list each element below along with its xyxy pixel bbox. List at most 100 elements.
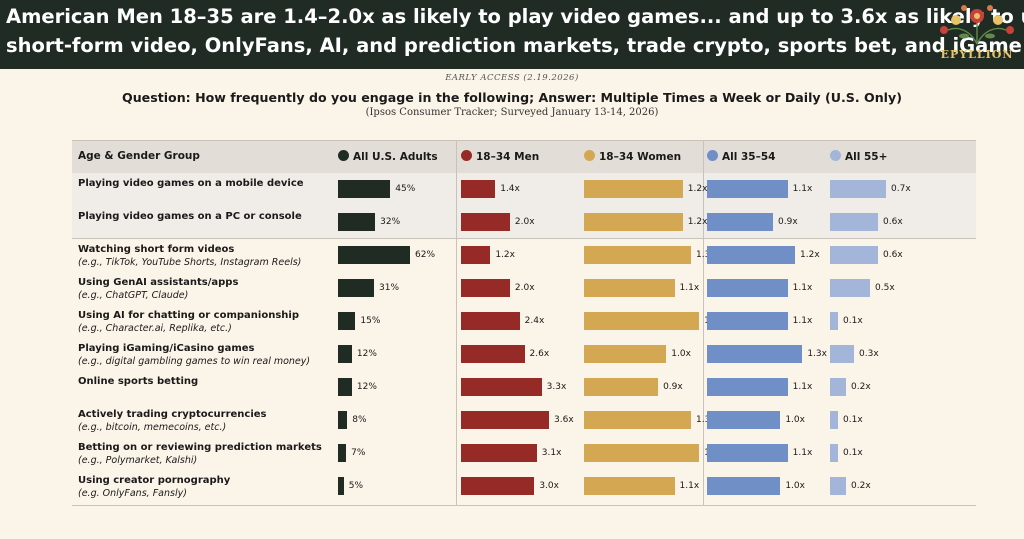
data-label: 0.6x (883, 250, 903, 260)
data-bar (830, 378, 846, 396)
data-label: 0.2x (851, 481, 871, 491)
table-top-rule (72, 140, 976, 141)
data-label: 0.1x (843, 448, 863, 458)
series-header: 18–34 Men (461, 150, 539, 163)
data-bar (461, 279, 510, 297)
data-bar (830, 213, 878, 231)
row-title: Actively trading cryptocurrencies (78, 409, 267, 420)
section-divider (72, 238, 976, 239)
chart-title: Question: How frequently do you engage i… (122, 90, 902, 105)
row-label: Playing video games on a mobile device (78, 177, 304, 190)
data-label: 0.6x (883, 217, 903, 227)
data-bar (338, 444, 347, 462)
data-bar (707, 279, 788, 297)
column-divider (456, 140, 457, 505)
data-label: 1.2x (800, 250, 820, 260)
data-label: 1.1x (792, 184, 813, 194)
data-label: 1.1x (792, 283, 813, 293)
series-name: All U.S. Adults (353, 151, 438, 163)
data-bar (707, 180, 788, 198)
data-bar (461, 213, 510, 231)
data-label: 2.4x (524, 316, 545, 326)
chart-subtitle: (Ipsos Consumer Tracker; Surveyed Januar… (365, 107, 659, 118)
row-label: Using GenAI assistants/apps (e.g., ChatGP… (78, 276, 238, 302)
floral-logo-icon (940, 5, 1014, 45)
data-bar (584, 411, 691, 429)
data-label: 3.6x (554, 415, 574, 425)
data-bar (584, 279, 675, 297)
data-label: 0.9x (778, 217, 798, 227)
data-label: 1.0x (785, 481, 805, 491)
legend-dot-icon (338, 150, 349, 161)
data-bar (584, 246, 691, 264)
data-label: 5% (348, 481, 364, 491)
data-label: 1.2x (687, 217, 708, 227)
legend-dot-icon (830, 150, 841, 161)
data-bar (830, 246, 878, 264)
data-label: 12% (356, 382, 377, 392)
data-bar (338, 312, 356, 330)
row-label: Actively trading cryptocurrencies (e.g., … (78, 408, 267, 434)
data-bar (461, 180, 496, 198)
row-example: (e.g., TikTok, YouTube Shorts, Instagram… (78, 257, 302, 268)
data-bar (707, 246, 795, 264)
data-bar (707, 411, 781, 429)
group-column-header: Age & Gender Group (78, 150, 200, 162)
column-divider (703, 140, 704, 505)
data-label: 1.3x (696, 250, 716, 260)
data-label: 1.1x (792, 316, 813, 326)
data-bar (338, 378, 352, 396)
gaming-rows-band (72, 173, 976, 238)
row-title: Playing video games on a mobile device (78, 178, 304, 189)
data-label: 1.1x (679, 481, 700, 491)
data-bar (461, 378, 542, 396)
data-label: 7% (351, 448, 366, 458)
row-example: (e.g., Polymarket, Kalshi) (78, 455, 198, 466)
data-bar (830, 444, 838, 462)
data-bar (707, 213, 773, 231)
epyllion-logo: EPYLLION (930, 0, 1024, 69)
data-label: 15% (360, 316, 381, 326)
data-label: 0.7x (891, 184, 911, 194)
headline-line-1: American Men 18–35 are 1.4–2.0x as likel… (6, 5, 1024, 28)
data-bar (584, 213, 683, 231)
row-label: Playing iGaming/iCasino games (e.g., digi… (78, 342, 310, 368)
data-bar (707, 477, 781, 495)
data-bar (461, 477, 535, 495)
row-label: Using AI for chatting or companionship (e… (78, 309, 299, 335)
data-label: 3.0x (539, 481, 559, 491)
data-bar (338, 411, 348, 429)
legend-dot-icon (584, 150, 595, 161)
data-label: 12% (356, 349, 377, 359)
data-bar (461, 444, 537, 462)
headline: American Men 18–35 are 1.4–2.0x as likel… (6, 2, 1024, 60)
legend-dot-icon (707, 150, 718, 161)
data-bar (830, 279, 870, 297)
series-header: All 35–54 (707, 150, 775, 163)
data-bar (707, 312, 788, 330)
data-label: 32% (380, 217, 401, 227)
data-label: 62% (415, 250, 436, 260)
data-bar (338, 246, 410, 264)
data-label: 1.1x (792, 382, 813, 392)
data-label: 3.1x (541, 448, 562, 458)
row-title: Watching short form videos (78, 244, 235, 255)
brand-name: EPYLLION (940, 48, 1014, 61)
data-bar (830, 312, 838, 330)
table-header-row (72, 140, 976, 173)
series-header: 18–34 Women (584, 150, 681, 163)
header-bar: American Men 18–35 are 1.4–2.0x as likel… (0, 0, 1024, 69)
row-example: (e.g., ChatGPT, Claude) (78, 290, 189, 301)
data-bar (338, 180, 391, 198)
data-bar (461, 246, 491, 264)
data-label: 0.2x (851, 382, 871, 392)
data-label: 0.9x (663, 382, 683, 392)
row-label: Online sports betting (78, 375, 198, 388)
data-label: 0.1x (843, 316, 863, 326)
data-bar (830, 345, 854, 363)
data-label: 2.0x (514, 217, 535, 227)
legend-dot-icon (461, 150, 472, 161)
row-label: Betting on or reviewing prediction marke… (78, 441, 322, 467)
data-label: 0.3x (859, 349, 879, 359)
data-bar (338, 213, 376, 231)
